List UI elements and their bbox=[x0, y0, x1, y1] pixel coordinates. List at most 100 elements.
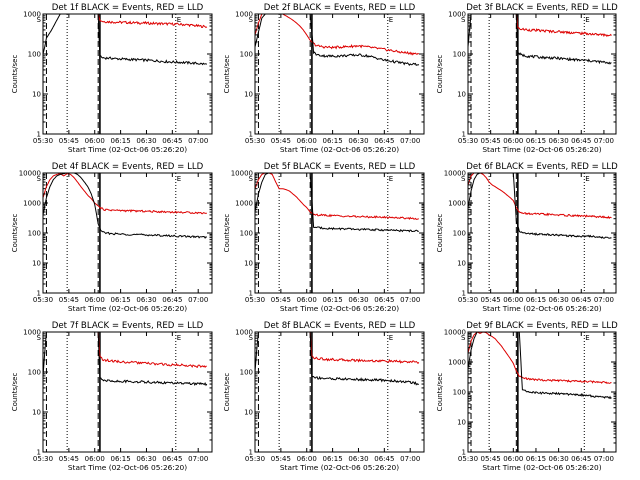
x-tick-label: 06:15 bbox=[111, 455, 131, 463]
lld-series-line bbox=[43, 14, 208, 29]
y-tick-label: 1 bbox=[37, 290, 41, 298]
y-tick-label: 1000 bbox=[448, 11, 466, 19]
plot-frame bbox=[42, 331, 213, 453]
x-tick-label: 05:45 bbox=[481, 455, 501, 463]
x-tick-label: 06:30 bbox=[136, 296, 156, 304]
plot-frame bbox=[254, 172, 425, 294]
y-axis-label: Counts/sec bbox=[11, 55, 19, 94]
y-tick-label: 100 bbox=[28, 369, 41, 377]
x-tick-label: 05:30 bbox=[33, 455, 53, 463]
x-tick-label: 06:45 bbox=[162, 455, 182, 463]
lld-series-line bbox=[43, 332, 207, 369]
y-tick-label: 1000 bbox=[448, 200, 466, 208]
y-axis-label: Counts/sec bbox=[223, 373, 231, 412]
chart-panel-7: Det 7f BLACK = Events, RED = LLD S E 05:30 0… bbox=[11, 321, 213, 472]
x-tick-label: 07:00 bbox=[594, 455, 614, 463]
chart-title: Det 7f BLACK = Events, RED = LLD bbox=[52, 321, 204, 331]
x-tick-label: 06:00 bbox=[85, 137, 105, 145]
x-tick-label: 06:15 bbox=[526, 137, 546, 145]
y-axis-label: Counts/sec bbox=[11, 373, 19, 412]
y-tick-label: 1 bbox=[249, 290, 253, 298]
events-series-line bbox=[255, 14, 420, 67]
x-tick-label: 06:45 bbox=[571, 296, 591, 304]
time-marker-label: E bbox=[389, 334, 393, 342]
x-tick-label: 05:45 bbox=[59, 296, 79, 304]
x-axis-label: Start Time (02-Oct-06 05:26:20) bbox=[280, 463, 399, 472]
chart-title: Det 5f BLACK = Events, RED = LLD bbox=[264, 162, 416, 172]
x-tick-label: 05:30 bbox=[458, 296, 478, 304]
time-marker-label: S bbox=[461, 175, 466, 183]
time-marker-label: E bbox=[177, 16, 181, 24]
x-axis-label: Start Time (02-Oct-06 05:26:20) bbox=[482, 145, 601, 154]
x-tick-label: 06:00 bbox=[503, 296, 523, 304]
y-tick-label: 10 bbox=[32, 409, 41, 417]
y-axis-label: Counts/sec bbox=[436, 55, 444, 94]
y-tick-label: 1000 bbox=[235, 11, 253, 19]
x-axis-label: Start Time (02-Oct-06 05:26:20) bbox=[280, 145, 399, 154]
lld-series-line bbox=[43, 173, 207, 215]
y-tick-label: 1 bbox=[37, 131, 41, 139]
time-marker-label: E bbox=[177, 175, 181, 183]
events-series-line bbox=[43, 173, 208, 239]
x-tick-label: 07:00 bbox=[594, 137, 614, 145]
x-tick-label: 05:45 bbox=[271, 296, 291, 304]
x-tick-label: 06:00 bbox=[297, 296, 317, 304]
events-series-line bbox=[43, 14, 208, 66]
y-tick-label: 1 bbox=[249, 131, 253, 139]
x-tick-label: 07:00 bbox=[188, 137, 208, 145]
x-tick-label: 05:45 bbox=[59, 137, 79, 145]
y-tick-label: 1 bbox=[462, 449, 466, 457]
x-tick-label: 06:00 bbox=[503, 137, 523, 145]
y-axis-label: Counts/sec bbox=[436, 214, 444, 253]
x-tick-label: 07:00 bbox=[594, 296, 614, 304]
chart-title: Det 4f BLACK = Events, RED = LLD bbox=[52, 162, 204, 172]
events-series-line bbox=[255, 173, 419, 233]
plot-frame bbox=[254, 13, 425, 135]
events-series-line bbox=[468, 332, 612, 400]
x-tick-label: 05:30 bbox=[245, 455, 265, 463]
x-tick-label: 06:30 bbox=[348, 137, 368, 145]
x-tick-label: 05:30 bbox=[33, 137, 53, 145]
y-tick-label: 1 bbox=[462, 290, 466, 298]
x-tick-label: 05:30 bbox=[33, 296, 53, 304]
lld-series-line bbox=[255, 332, 420, 365]
plot-frame bbox=[42, 172, 213, 294]
y-axis-label: Counts/sec bbox=[223, 55, 231, 94]
x-tick-label: 06:45 bbox=[571, 455, 591, 463]
x-tick-label: 05:30 bbox=[245, 296, 265, 304]
x-tick-label: 06:15 bbox=[526, 296, 546, 304]
time-marker-label: S bbox=[248, 334, 253, 342]
x-tick-label: 06:15 bbox=[323, 455, 343, 463]
lld-series-line bbox=[468, 332, 612, 384]
time-marker-label: E bbox=[585, 16, 589, 24]
lld-series-line bbox=[468, 14, 612, 38]
x-tick-label: 06:30 bbox=[549, 137, 569, 145]
events-series-line bbox=[43, 332, 208, 387]
time-marker-label: E bbox=[389, 16, 393, 24]
x-axis-label: Start Time (02-Oct-06 05:26:20) bbox=[68, 304, 187, 313]
x-tick-label: 05:30 bbox=[458, 455, 478, 463]
x-tick-label: 06:30 bbox=[348, 296, 368, 304]
x-tick-label: 06:30 bbox=[549, 296, 569, 304]
x-tick-label: 06:00 bbox=[297, 455, 317, 463]
events-series-line bbox=[468, 14, 612, 65]
x-tick-label: 05:45 bbox=[481, 137, 501, 145]
x-tick-label: 05:45 bbox=[271, 455, 291, 463]
time-marker-label: E bbox=[177, 334, 181, 342]
y-tick-label: 10 bbox=[32, 91, 41, 99]
chart-title: Det 9f BLACK = Events, RED = LLD bbox=[466, 321, 618, 331]
lld-series-line bbox=[255, 173, 419, 221]
y-tick-label: 1 bbox=[249, 449, 253, 457]
x-tick-label: 06:00 bbox=[85, 455, 105, 463]
y-tick-label: 1000 bbox=[23, 11, 41, 19]
plot-frame bbox=[467, 13, 617, 135]
x-tick-label: 06:15 bbox=[111, 137, 131, 145]
y-tick-label: 100 bbox=[28, 230, 41, 238]
time-marker-label: S bbox=[248, 175, 253, 183]
y-tick-label: 10 bbox=[244, 91, 253, 99]
y-tick-label: 1000 bbox=[448, 359, 466, 367]
